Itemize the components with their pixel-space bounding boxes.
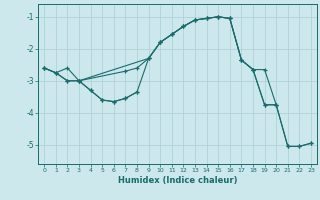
X-axis label: Humidex (Indice chaleur): Humidex (Indice chaleur)	[118, 176, 237, 185]
